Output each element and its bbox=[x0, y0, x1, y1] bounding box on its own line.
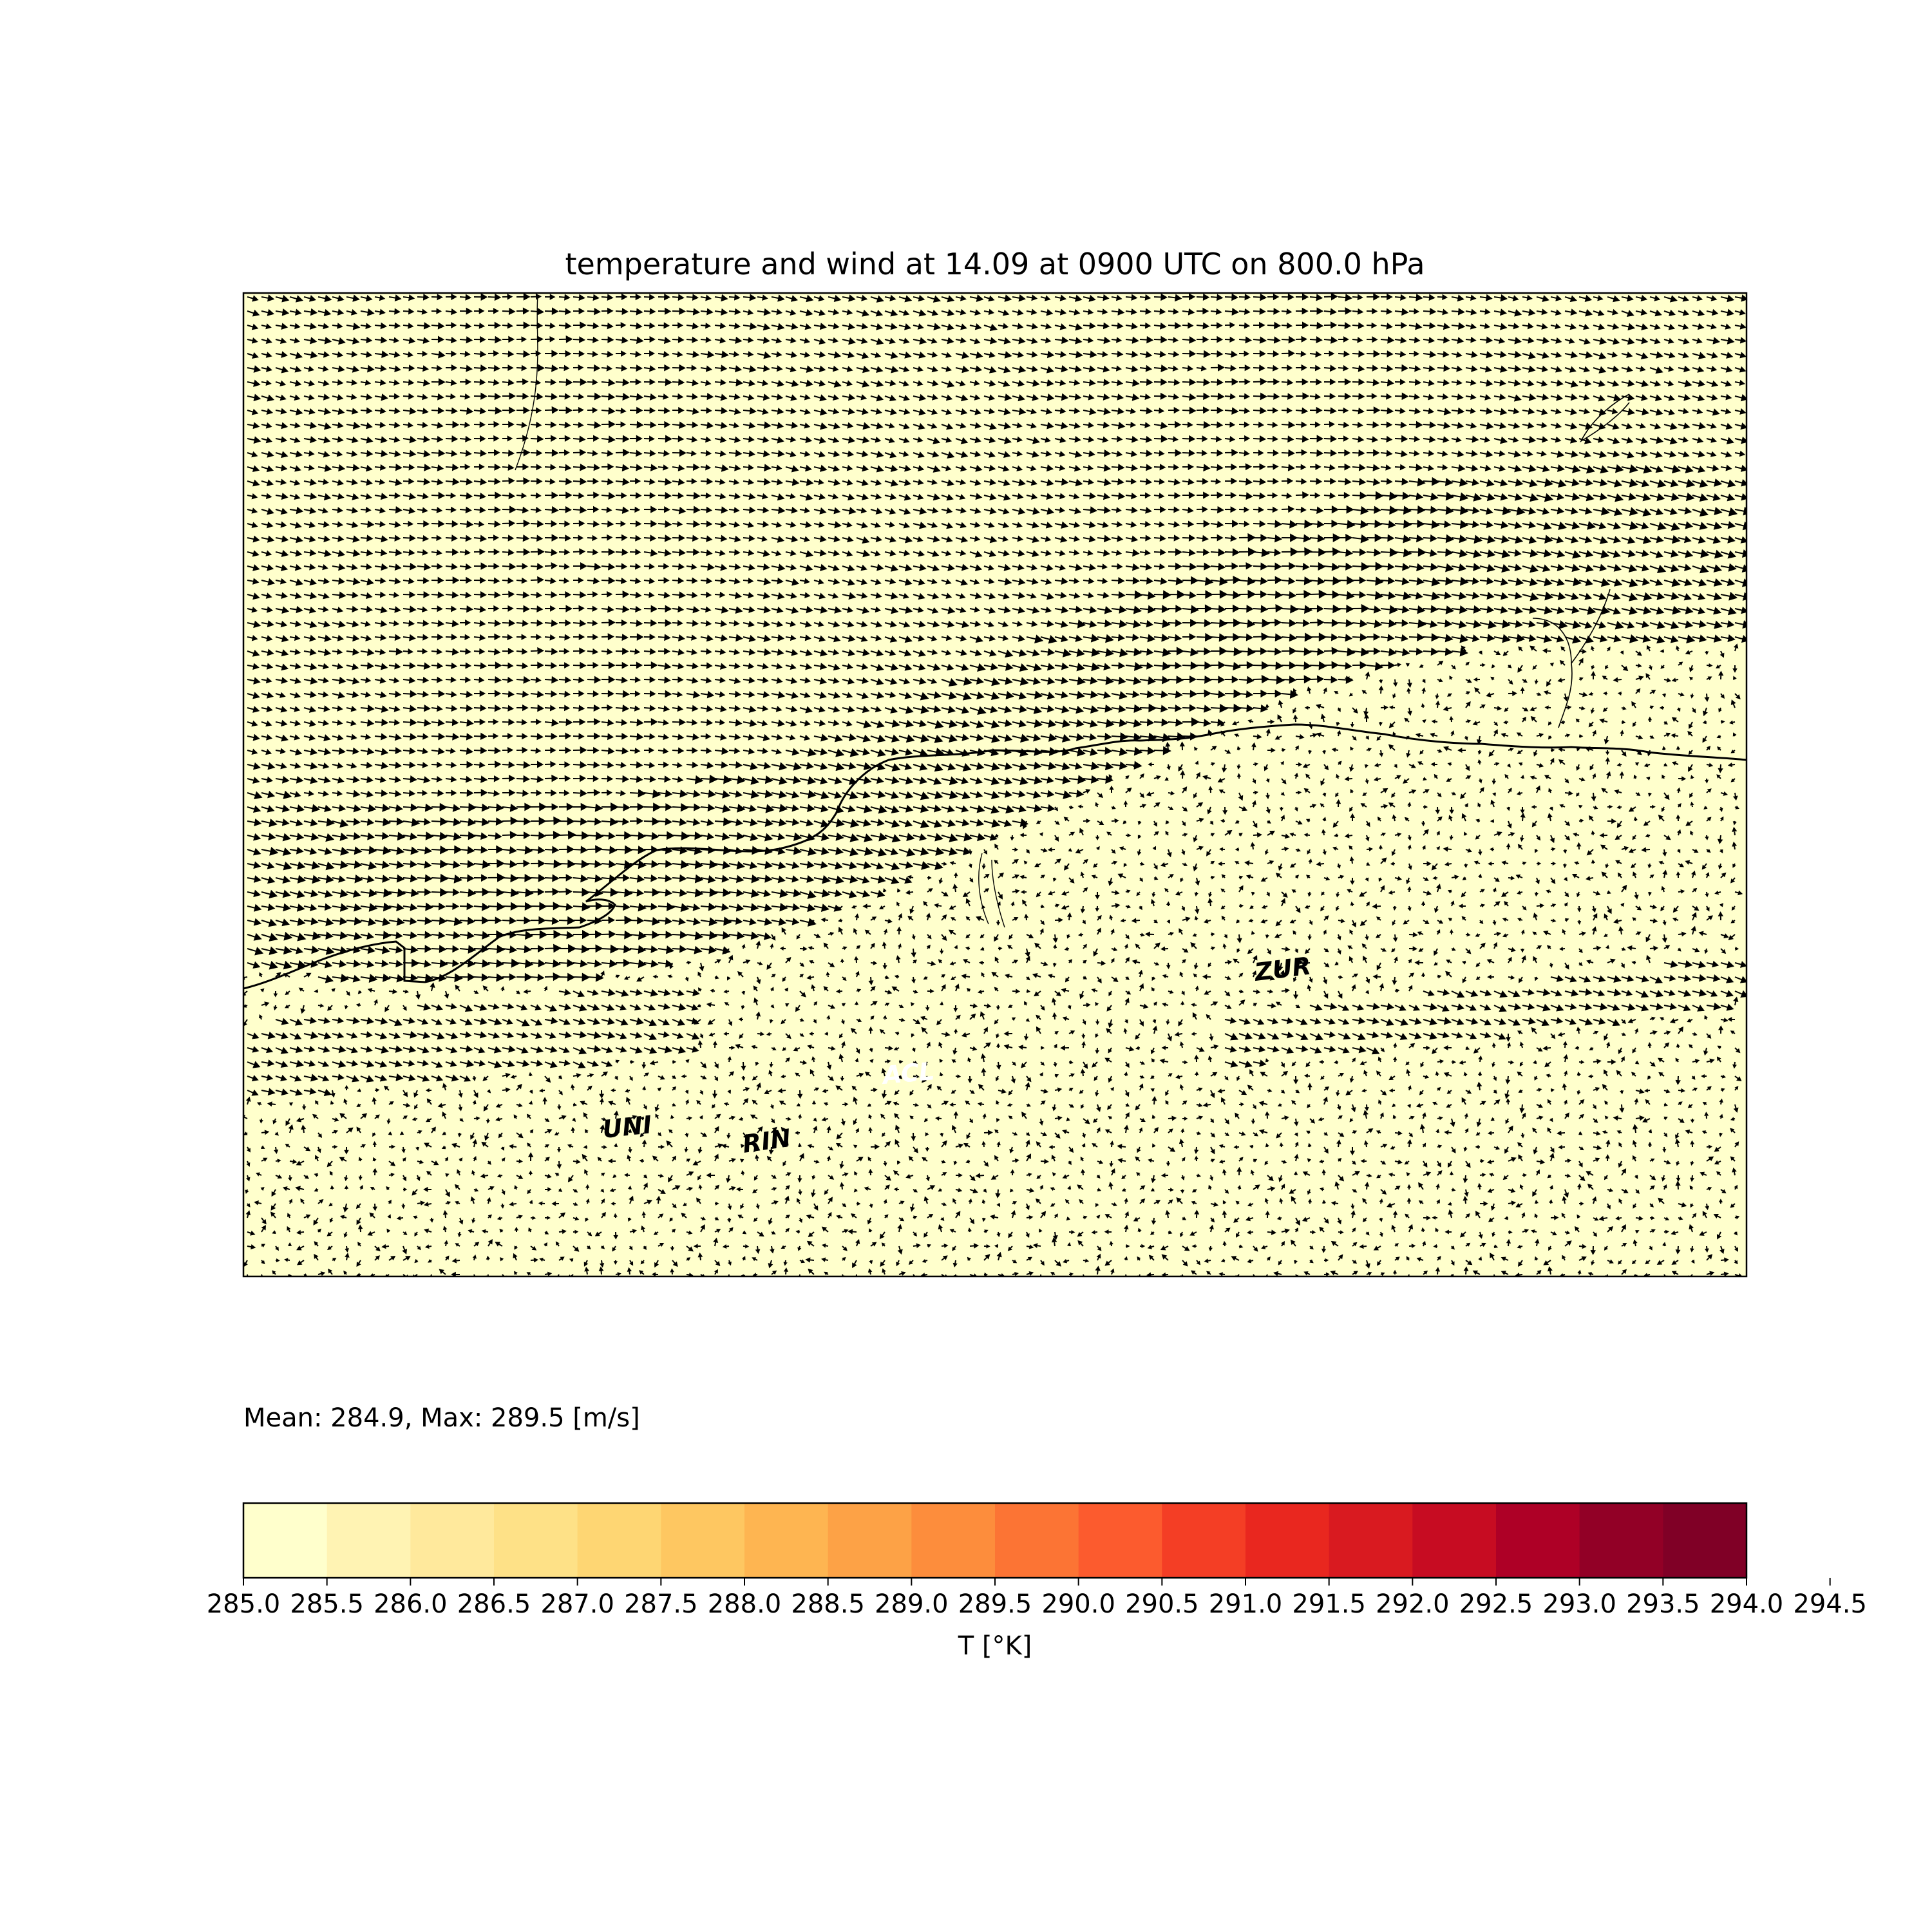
river-contour-north bbox=[515, 296, 538, 471]
wind-arrows bbox=[243, 293, 1747, 1276]
colorbar-tick-label: 286.0 bbox=[374, 1589, 448, 1619]
colorbar-bin bbox=[1412, 1503, 1497, 1578]
colorbar-bin bbox=[661, 1503, 745, 1578]
map-frame bbox=[242, 292, 1748, 1278]
chart-title: temperature and wind at 14.09 at 0900 UT… bbox=[565, 247, 1425, 281]
colorbar-bin bbox=[911, 1503, 996, 1578]
station-label-uni: UNI bbox=[601, 1110, 653, 1144]
stats-text: Mean: 284.9, Max: 289.5 [m/s] bbox=[243, 1403, 640, 1433]
colorbar-bin bbox=[1579, 1503, 1663, 1578]
colorbar-bin bbox=[828, 1503, 912, 1578]
lake-contour-northeast bbox=[1580, 393, 1630, 443]
colorbar-tick-label: 289.5 bbox=[958, 1589, 1032, 1619]
map-background bbox=[243, 293, 1747, 1276]
colorbar: 285.0 285.5 286.0 286.5 287.0 287.5 288.0 288.5… bbox=[207, 1502, 1867, 1619]
colorbar-bin bbox=[1078, 1503, 1162, 1578]
coastline-main bbox=[243, 723, 1747, 990]
colorbar-tick-label: 288.5 bbox=[791, 1589, 865, 1619]
colorbar-bin bbox=[327, 1503, 411, 1578]
colorbar-bin bbox=[744, 1503, 829, 1578]
lake-contour-central bbox=[978, 853, 1005, 928]
colorbar-tick-label: 294.0 bbox=[1710, 1589, 1784, 1619]
colorbar-tick-label: 293.5 bbox=[1626, 1589, 1700, 1619]
wind-vector-field bbox=[243, 293, 1747, 1276]
colorbar-bin bbox=[995, 1503, 1079, 1578]
station-label-zur: ZUR bbox=[1253, 952, 1312, 987]
colorbar-label: T [°K] bbox=[958, 1631, 1032, 1661]
colorbar-tick-label: 293.0 bbox=[1542, 1589, 1616, 1619]
colorbar-tick-label: 288.0 bbox=[708, 1589, 782, 1619]
colorbar-tick-label: 291.0 bbox=[1209, 1589, 1283, 1619]
station-labels: UNI RIN ACL ZUR bbox=[601, 952, 1312, 1159]
station-label-rin: RIN bbox=[741, 1124, 793, 1159]
colorbar-bin bbox=[1329, 1503, 1413, 1578]
colorbar-tick-label: 289.0 bbox=[875, 1589, 949, 1619]
colorbar-bin bbox=[1663, 1503, 1747, 1578]
colorbar-bin bbox=[410, 1503, 495, 1578]
colorbar-tick-label: 285.0 bbox=[207, 1589, 281, 1619]
colorbar-tick-label: 286.5 bbox=[457, 1589, 531, 1619]
coastlines bbox=[243, 296, 1747, 990]
colorbar-tick-label: 287.5 bbox=[624, 1589, 698, 1619]
colorbar-bin bbox=[1162, 1503, 1246, 1578]
colorbar-tick-label: 287.0 bbox=[540, 1589, 614, 1619]
colorbar-tick-label: 292.5 bbox=[1459, 1589, 1533, 1619]
colorbar-tick-label: 290.5 bbox=[1125, 1589, 1199, 1619]
station-label-acl: ACL bbox=[880, 1057, 936, 1090]
lake-contour-east bbox=[1532, 589, 1611, 728]
colorbar-bin bbox=[1496, 1503, 1580, 1578]
colorbar-tick-label: 285.5 bbox=[290, 1589, 364, 1619]
colorbar-tick-label: 290.0 bbox=[1041, 1589, 1115, 1619]
colorbar-tick-label: 291.5 bbox=[1292, 1589, 1366, 1619]
colorbar-bin bbox=[243, 1503, 328, 1578]
colorbar-bin bbox=[577, 1503, 661, 1578]
colorbar-bin bbox=[494, 1503, 578, 1578]
colorbar-tick-label: 292.0 bbox=[1376, 1589, 1450, 1619]
colorbar-tick-label: 294.5 bbox=[1793, 1589, 1867, 1619]
colorbar-bin bbox=[1245, 1503, 1330, 1578]
